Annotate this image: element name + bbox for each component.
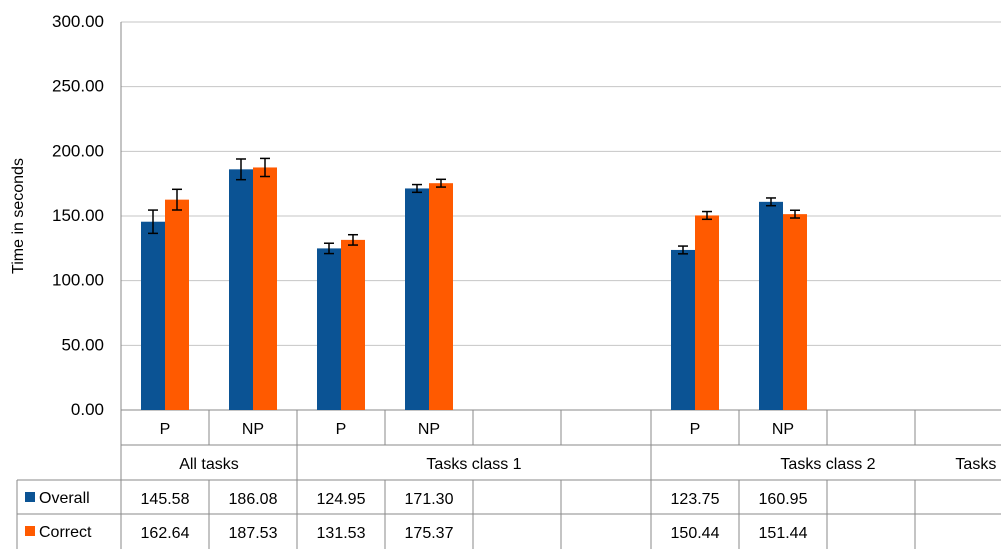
x-group-label: Tasks class 1 <box>426 456 521 473</box>
bar-correct-tasks-class-1-p <box>341 239 365 410</box>
data-label: 160.95 <box>759 491 808 508</box>
legend-label-correct: Correct <box>39 524 92 541</box>
bar-overall-all-tasks-p <box>141 221 165 410</box>
bar-correct-all-tasks-np <box>253 167 277 410</box>
data-label: 124.95 <box>317 491 366 508</box>
x-category-label: NP <box>772 421 794 438</box>
x-category-label: P <box>336 421 347 438</box>
legend-label-overall: Overall <box>39 490 90 507</box>
bar-overall-tasks-class-2-np <box>759 201 783 410</box>
x-category-label: NP <box>242 421 264 438</box>
y-tick-label: 150.00 <box>52 206 104 225</box>
y-tick-label: 100.00 <box>52 271 104 290</box>
data-label: 131.53 <box>317 525 366 542</box>
bar-correct-tasks-class-2-np <box>783 214 807 410</box>
x-group-label: Tasks class 2 <box>780 456 875 473</box>
data-label: 175.37 <box>405 525 454 542</box>
data-label: 151.44 <box>759 525 808 542</box>
bar-overall-all-tasks-np <box>229 169 253 410</box>
y-tick-label: 200.00 <box>52 141 104 160</box>
data-label: 123.75 <box>671 491 720 508</box>
x-category-label: NP <box>418 421 440 438</box>
data-label: 150.44 <box>671 525 720 542</box>
bar-correct-tasks-class-1-np <box>429 183 453 410</box>
bar-overall-tasks-class-1-np <box>405 188 429 410</box>
y-tick-label: 50.00 <box>61 335 104 354</box>
x-group-label: Tasks class 3 <box>955 456 1001 473</box>
data-label: 186.08 <box>229 491 278 508</box>
data-label: 171.30 <box>405 491 454 508</box>
bar-correct-all-tasks-p <box>165 199 189 410</box>
y-tick-label: 300.00 <box>52 12 104 31</box>
bar-correct-tasks-class-2-p <box>695 215 719 410</box>
x-category-label: P <box>690 421 701 438</box>
y-tick-label: 0.00 <box>71 400 104 419</box>
y-axis-label: Time in seconds <box>10 158 27 274</box>
y-tick-label: 250.00 <box>52 77 104 96</box>
legend-swatch-overall <box>25 492 35 502</box>
x-category-label: P <box>160 421 171 438</box>
data-label: 145.58 <box>141 491 190 508</box>
bar-overall-tasks-class-2-p <box>671 249 695 410</box>
data-label: 162.64 <box>141 525 190 542</box>
data-label: 187.53 <box>229 525 278 542</box>
legend-swatch-correct <box>25 526 35 536</box>
bar-overall-tasks-class-1-p <box>317 248 341 410</box>
x-group-label: All tasks <box>179 456 239 473</box>
